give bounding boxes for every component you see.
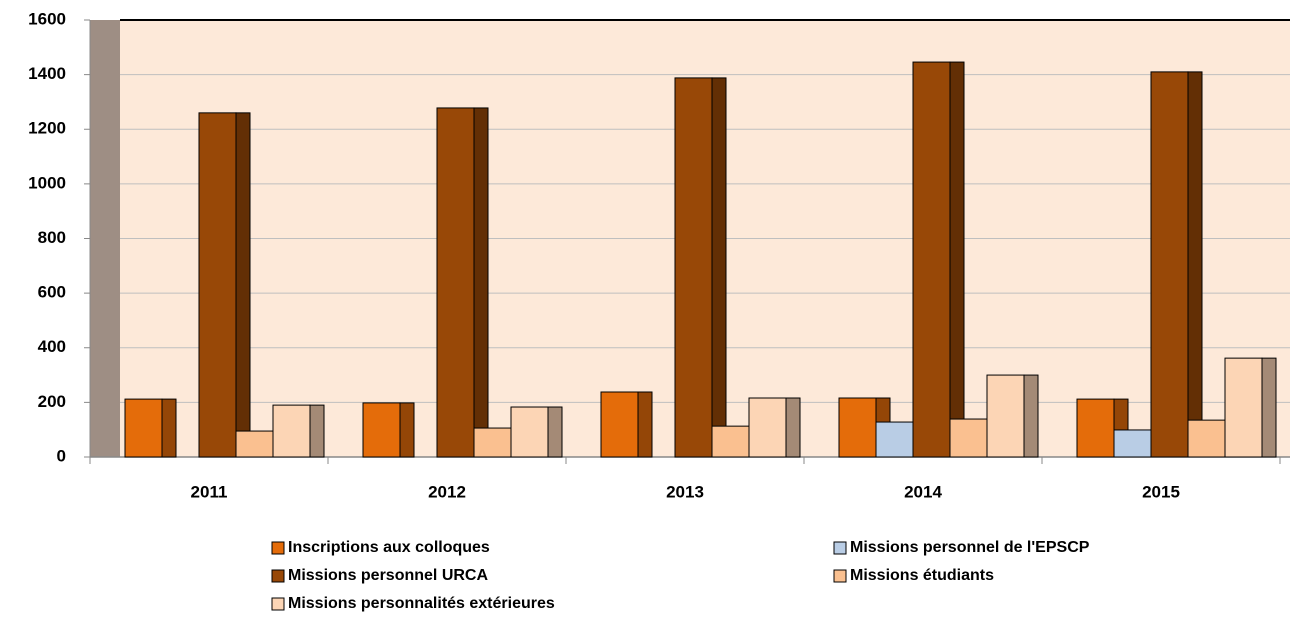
bar [510,406,549,458]
bar [600,391,639,458]
bar [875,421,914,458]
bar-side [309,404,325,458]
y-tick-label: 600 [38,283,66,302]
bar [711,425,750,458]
bar [198,112,237,458]
bar [1076,398,1115,458]
bar [1187,419,1226,458]
x-tick-label: 2012 [428,482,466,501]
bar [912,61,951,458]
bar-side [473,107,489,458]
bar-side [711,77,727,458]
bar [124,398,163,458]
side-wall [90,20,120,457]
legend: Inscriptions aux colloques Missions perso… [271,539,1090,612]
x-tick-label: 2014 [904,482,942,501]
bar-side [1023,374,1039,458]
bar-side [161,398,177,458]
y-tick-label: 200 [38,392,66,411]
bar [838,397,877,458]
bar [1113,429,1152,458]
bar [949,418,988,458]
x-tick-label: 2015 [1142,482,1180,501]
bar [436,107,475,458]
legend-label: Missions personnel de l'EPSCP [850,539,1090,556]
legend-swatch [833,541,847,555]
legend-label: Missions personnel URCA [288,567,488,584]
legend-swatch [271,569,285,583]
bar [748,397,787,458]
legend-swatch [271,541,285,555]
bar [986,374,1025,458]
bar-side [547,406,563,458]
bar-side [1261,357,1277,458]
bar-side [785,397,801,458]
bar-side [235,112,251,458]
bar-side [949,61,965,458]
bar-side [399,402,415,458]
y-tick-label: 0 [57,446,66,465]
legend-label: Missions personnalités extérieures [288,595,555,612]
y-tick-label: 1400 [28,64,66,83]
y-tick-label: 1200 [28,119,66,138]
bar [473,427,512,458]
y-tick-label: 400 [38,337,66,356]
legend-label: Inscriptions aux colloques [288,539,490,556]
legend-label: Missions étudiants [850,567,994,584]
legend-swatch [271,597,285,611]
x-tick-label: 2013 [666,482,704,501]
bar [362,402,401,458]
legend-swatch [833,569,847,583]
x-tick-label: 2011 [191,482,228,501]
bar [272,404,311,458]
y-tick-label: 1600 [28,9,66,28]
bar-side [1187,71,1203,458]
bar [674,77,713,458]
y-tick-label: 1000 [28,173,66,192]
bar [235,430,274,458]
y-tick-label: 800 [38,228,66,247]
bar [1224,357,1263,458]
bar-side [637,391,653,458]
bar [1150,71,1189,458]
